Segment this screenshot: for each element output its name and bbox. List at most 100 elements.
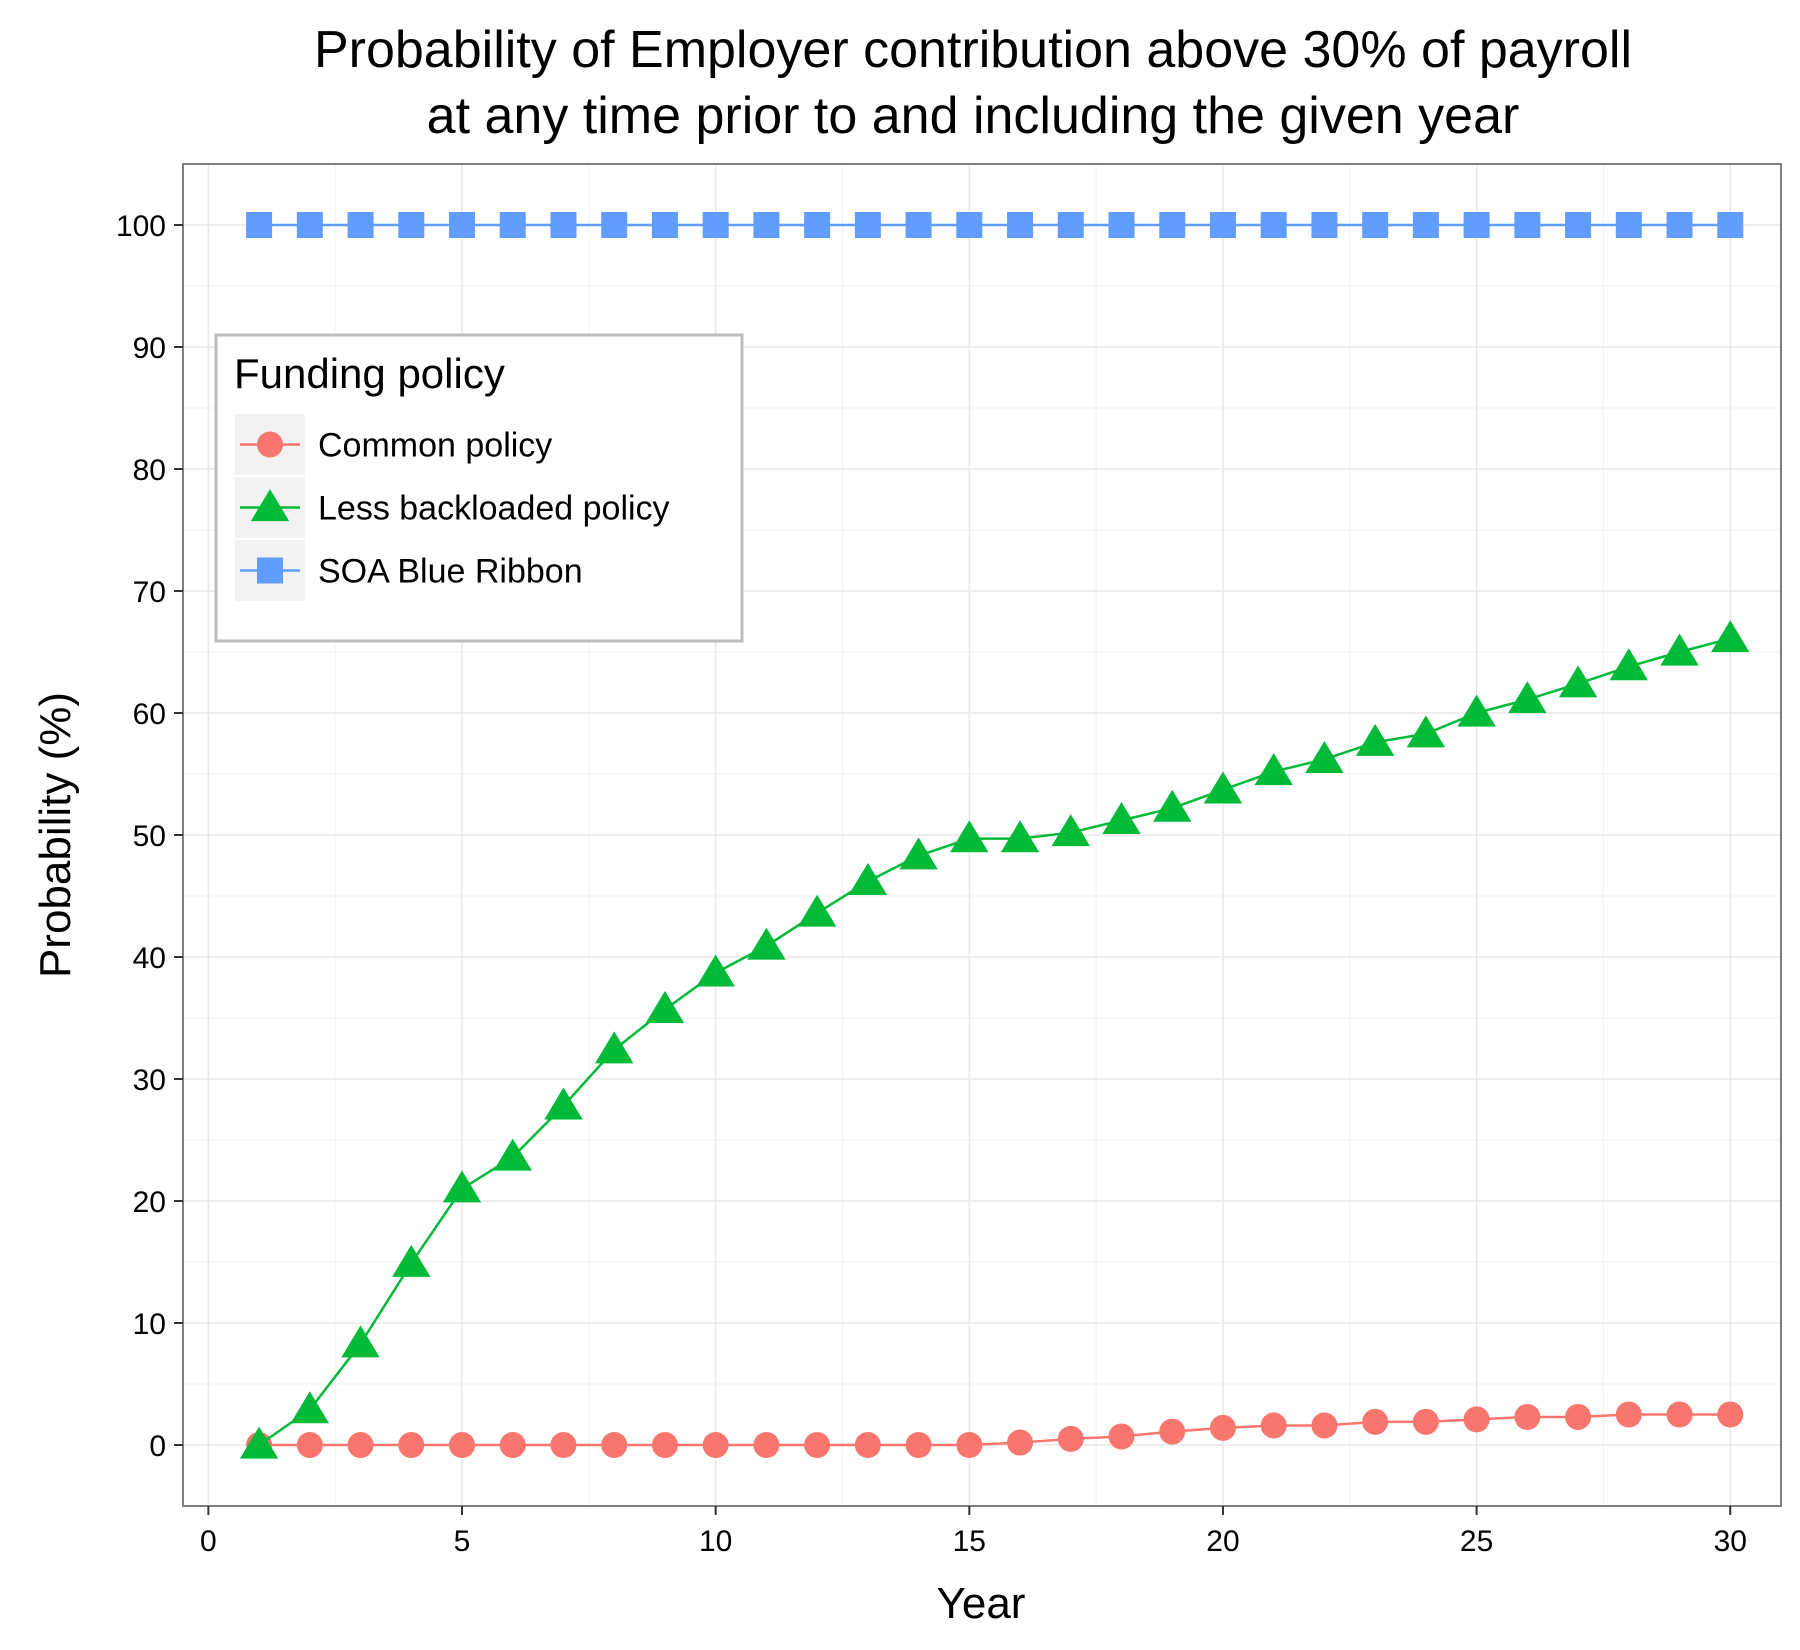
data-point [1051,814,1090,847]
data-point [651,1432,678,1458]
data-point [804,1432,831,1458]
data-point [950,820,989,853]
x-tick-label: 20 [1206,1525,1239,1558]
data-point [1159,1418,1186,1445]
legend-key-marker [257,431,283,458]
y-tick-label: 0 [149,1430,166,1463]
data-point [1108,1423,1135,1450]
data-point [956,212,983,238]
x-tick-label: 30 [1714,1525,1747,1558]
data-point [341,1325,380,1358]
y-tick-label: 40 [133,942,166,975]
data-point [1000,820,1040,853]
data-point [645,991,685,1024]
data-point [1305,740,1344,773]
data-point [442,1170,482,1203]
data-point [398,212,425,238]
y-tick-label: 50 [133,820,166,853]
data-point [747,927,786,960]
legend-label: Less backloaded policy [318,490,670,528]
legend-title: Funding policy [234,350,505,397]
chart-title-line-2: at any time prior to and including the g… [427,87,1520,145]
data-point [1406,715,1446,748]
data-point [499,212,526,238]
legend-item: SOA Blue Ribbon [233,538,583,603]
series-layer [239,212,1750,1459]
y-tick-label: 80 [133,454,166,487]
data-point [1108,212,1135,238]
data-point [296,212,323,238]
y-axis-title: Probability (%) [31,692,80,978]
data-point [1203,771,1243,804]
data-point [753,212,780,238]
data-point [1153,789,1192,822]
x-tick-label: 5 [454,1525,471,1558]
data-point [1311,212,1338,238]
data-point [1514,1403,1541,1430]
data-point [1311,1412,1338,1439]
data-point [1565,212,1592,238]
data-point [544,1087,583,1120]
data-point [1666,1401,1693,1428]
data-point [702,212,729,238]
data-point [1558,665,1598,698]
data-point [550,212,577,238]
data-point [1717,212,1744,238]
data-point [595,1031,634,1064]
data-point [905,1432,932,1458]
data-point [1660,633,1699,666]
data-point [398,1432,425,1458]
y-tick-label: 100 [116,210,166,243]
series-soa-blue-ribbon [246,212,1744,238]
data-point [854,212,881,238]
legend-label: Common policy [318,427,552,465]
data-point [696,954,735,987]
legend-items: Common policy Less backloaded policy SOA B… [233,412,670,603]
data-point [1057,212,1084,238]
legend-item: Common policy [233,412,552,477]
data-point [1260,1412,1287,1439]
data-point [1209,1414,1236,1441]
data-point [1254,753,1293,786]
x-axis-title: Year [937,1579,1026,1628]
data-point [1412,1408,1439,1435]
data-point [1355,723,1395,756]
data-point [702,1432,729,1458]
data-point [493,1138,532,1171]
legend-label: SOA Blue Ribbon [318,553,583,591]
data-point [449,1432,476,1458]
data-point [1102,801,1141,834]
data-point [1362,1408,1389,1435]
x-tick-label: 0 [200,1525,217,1558]
data-point [1209,212,1236,238]
data-point [1260,212,1287,238]
data-point [1666,212,1693,238]
data-point [854,1432,881,1458]
data-point [1514,212,1541,238]
legend-item: Less backloaded policy [233,475,670,540]
x-tick-label: 25 [1460,1525,1493,1558]
data-point [296,1432,323,1458]
data-point [601,212,628,238]
data-point [651,212,678,238]
data-point [804,212,831,238]
y-tick-label: 30 [133,1064,166,1097]
data-point [797,894,837,927]
legend: Funding policy Common policy Less backloa… [214,333,744,643]
data-point [1007,1429,1034,1456]
data-point [753,1432,780,1458]
data-point [347,1432,374,1458]
x-tick-label: 15 [953,1525,986,1558]
data-point [1362,212,1389,238]
y-tick-label: 90 [133,332,166,365]
data-point [601,1432,628,1458]
data-point [1463,1406,1490,1433]
data-point [1463,212,1490,238]
x-tick-label: 10 [699,1525,732,1558]
data-point [1159,212,1186,238]
data-point [239,1426,279,1459]
y-tick-label: 70 [133,576,166,609]
data-point [392,1244,431,1277]
